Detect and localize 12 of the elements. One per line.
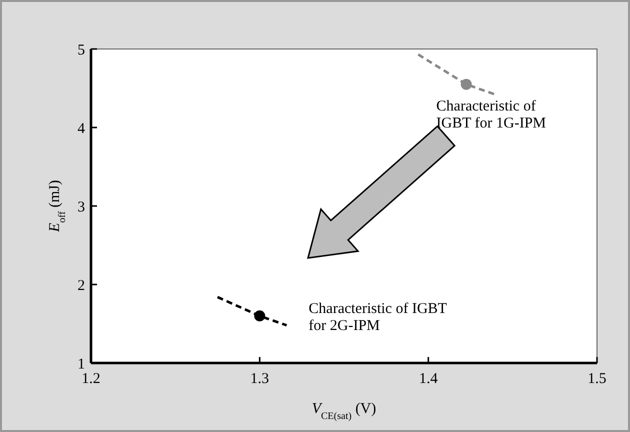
y-tick-label: 2 — [78, 278, 85, 294]
annotation: Characteristic of IGBT for 1G-IPM — [436, 98, 546, 132]
y-tick-label: 3 — [78, 199, 85, 216]
x-axis-title: V$_{CE(sat)}$ (V) — [312, 401, 376, 422]
x-tick-label: 1.5 — [588, 371, 606, 387]
x-tick-label: 1.4 — [418, 371, 438, 387]
x-tick-label: 1.2 — [82, 371, 100, 387]
x-tick-label: 1.3 — [250, 371, 270, 387]
y-tick-label: 1 — [78, 356, 85, 372]
y-tick-label: 4 — [78, 120, 86, 137]
annotation: Characteristic of IGBT for 2G-IPM — [308, 300, 447, 334]
y-tick-label: 5 — [78, 42, 85, 58]
